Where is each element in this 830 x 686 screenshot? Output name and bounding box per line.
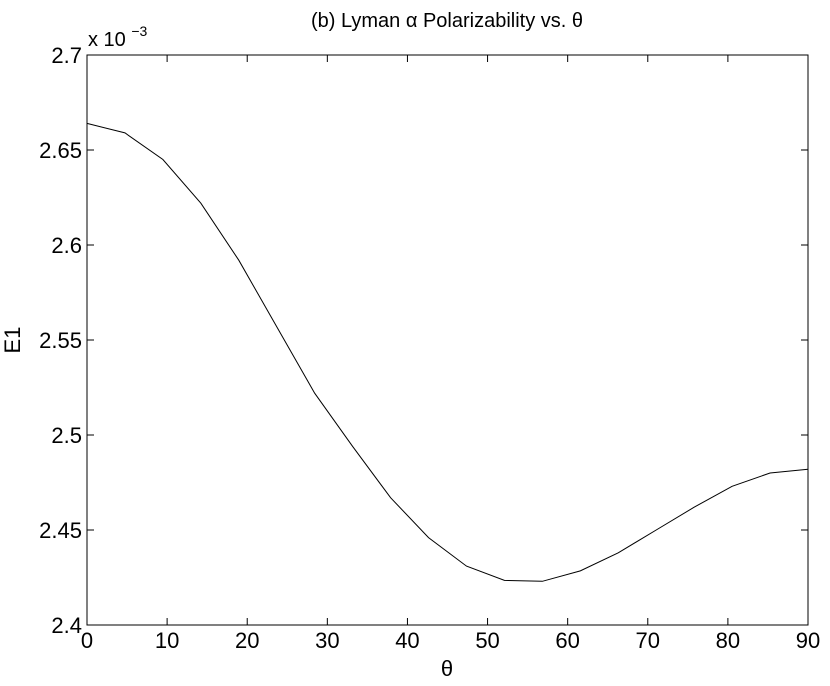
y-tick-label: 2.45 xyxy=(39,518,82,543)
y-tick-label: 2.6 xyxy=(51,233,82,258)
x-axis-label: θ xyxy=(441,656,453,681)
y-tick-label: 2.4 xyxy=(51,613,82,638)
x-tick-label: 90 xyxy=(796,628,820,653)
x-tick-label: 10 xyxy=(155,628,179,653)
y-axis-label: E1 xyxy=(0,327,25,354)
x-tick-label: 70 xyxy=(636,628,660,653)
x-tick-label: 0 xyxy=(81,628,93,653)
x-tick-label: 40 xyxy=(395,628,419,653)
y-tick-label: 2.55 xyxy=(39,328,82,353)
series-line xyxy=(86,122,809,582)
y-tick-label: 2.5 xyxy=(51,423,82,448)
y-multiplier-exponent: −3 xyxy=(131,23,147,39)
x-tick-label: 20 xyxy=(235,628,259,653)
x-tick-label: 50 xyxy=(475,628,499,653)
y-multiplier: x 10 −3 xyxy=(88,23,148,51)
x-tick-label: 80 xyxy=(716,628,740,653)
tick-labels: 0 10 20 30 40 50 60 70 80 90 2.4 2.45 2.5 2.55 2.6 2.65… xyxy=(39,43,820,653)
axis-ticks xyxy=(86,54,809,626)
y-tick-label: 2.7 xyxy=(51,43,82,68)
y-tick-label: 2.65 xyxy=(39,138,82,163)
y-multiplier-base: x 10 xyxy=(88,29,126,51)
chart-title: (b) Lyman α Polarizability vs. θ xyxy=(311,10,583,32)
x-tick-label: 60 xyxy=(555,628,579,653)
plot-area xyxy=(86,54,809,626)
x-tick-label: 30 xyxy=(315,628,339,653)
